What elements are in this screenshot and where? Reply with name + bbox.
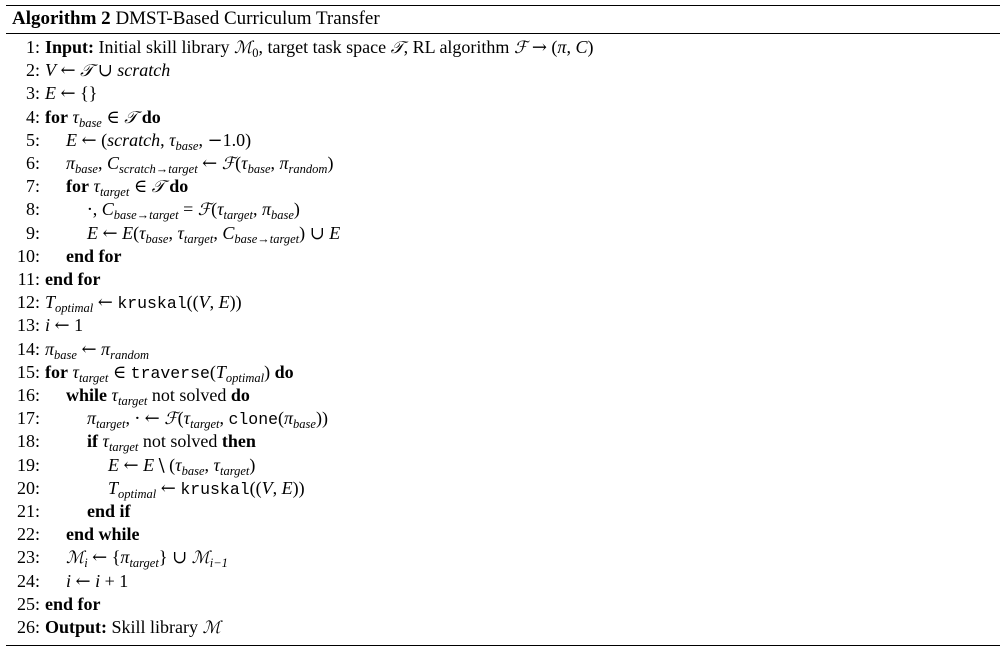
line-content: E ← E(τbase, τtarget, Cbase→target) ∪ E <box>87 222 341 246</box>
line-number: 4: <box>25 106 40 127</box>
line-number: 2: <box>25 60 40 81</box>
line-content: end for <box>66 245 122 266</box>
line-number: 26: <box>16 617 40 637</box>
algorithm-name: DMST-Based Curriculum Transfer <box>115 8 380 29</box>
line-content: E ← E \ (τbase, τtarget) <box>108 454 256 478</box>
line-number: 23: <box>16 547 40 568</box>
line-number: 1: <box>25 37 40 57</box>
line-number: 10: <box>16 245 40 266</box>
line-number: 12: <box>16 292 40 313</box>
line-content: for τtarget ∈ traverse(Toptimal) do <box>45 361 294 385</box>
line-content: end for <box>45 593 101 614</box>
line-number: 20: <box>16 477 40 498</box>
line-content: end if <box>87 501 131 521</box>
line-number: 13: <box>16 315 40 336</box>
line-number: 24: <box>16 570 40 591</box>
line-number: 19: <box>16 454 40 475</box>
line-content: Toptimal ← kruskal((V, E)) <box>108 477 305 501</box>
line-content: for τtarget ∈ 𝒯 do <box>66 176 189 200</box>
line-content: ·, Cbase→target = ℱ(τtarget, πbase) <box>87 199 300 223</box>
line-content: end while <box>66 524 140 545</box>
line-number: 22: <box>16 524 40 545</box>
line-number: 18: <box>16 431 40 452</box>
line-content: ℳi ← {πtarget} ∪ ℳi−1 <box>66 547 228 571</box>
line-number: 14: <box>16 338 40 359</box>
line-number: 7: <box>25 176 40 197</box>
top-rule <box>6 5 1000 6</box>
bottom-rule <box>6 645 1000 646</box>
algorithm-title: Algorithm 2 DMST-Based Curriculum Transf… <box>12 8 380 30</box>
line-content: while τtarget not solved do <box>66 385 250 408</box>
line-content: πtarget, · ← ℱ(τtarget, clone(πbase)) <box>87 408 328 432</box>
line-number: 16: <box>16 385 40 405</box>
line-content: Output: Skill library ℳ <box>45 617 221 638</box>
line-content: E ← {} <box>45 83 98 105</box>
line-number: 8: <box>25 199 40 220</box>
line-number: 6: <box>25 153 40 173</box>
line-number: 11: <box>17 269 40 289</box>
line-content: i ← 1 <box>45 315 84 337</box>
line-content: πbase ← πrandom <box>45 338 149 362</box>
line-content: Input: Initial skill library ℳ0, target … <box>45 37 594 60</box>
line-content: V ← 𝒯 ∪ scratch <box>45 60 171 82</box>
line-content: i ← i + 1 <box>66 570 129 592</box>
line-content: πbase, Cscratch→target ← ℱ(τbase, πrando… <box>66 153 334 176</box>
header-rule <box>6 33 1000 34</box>
line-content: Toptimal ← kruskal((V, E)) <box>45 292 242 316</box>
line-number: 3: <box>25 83 40 104</box>
line-number: 25: <box>16 593 40 614</box>
algorithm-label: Algorithm 2 <box>12 8 111 29</box>
line-content: for τbase ∈ 𝒯 do <box>45 106 161 130</box>
line-content: end for <box>45 269 101 289</box>
line-number: 9: <box>25 222 40 243</box>
line-number: 17: <box>16 408 40 429</box>
line-content: if τtarget not solved then <box>87 431 256 455</box>
line-number: 5: <box>25 129 40 150</box>
line-number: 21: <box>16 501 40 521</box>
line-content: E ← (scratch, τbase, −1.0) <box>66 129 252 153</box>
line-number: 15: <box>16 361 40 382</box>
